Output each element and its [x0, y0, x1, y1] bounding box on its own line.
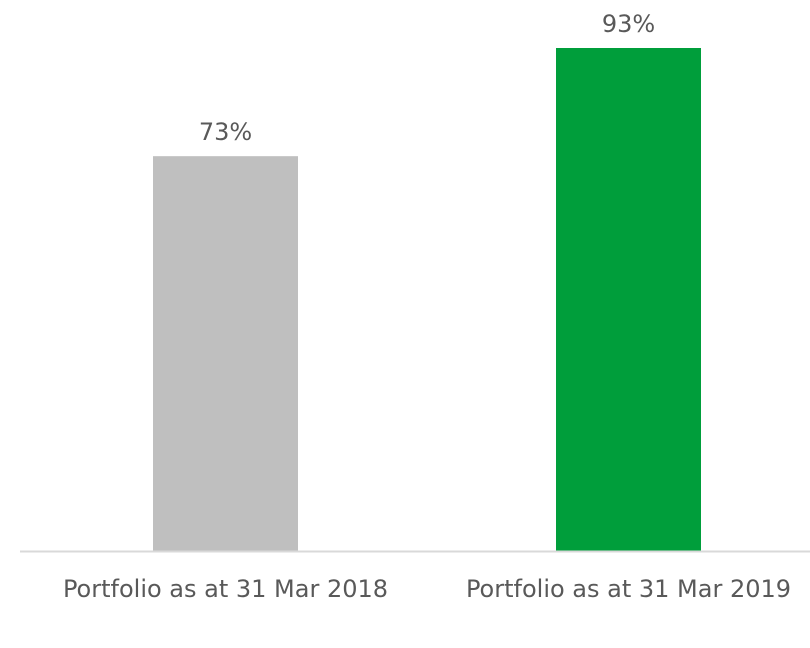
- bar: [153, 156, 298, 551]
- data-label: 73%: [199, 118, 252, 146]
- x-tick-label: Portfolio as at 31 Mar 2018: [62, 575, 389, 603]
- x-tick-label: Portfolio as at 31 Mar 2019: [465, 575, 792, 603]
- bar: [556, 48, 701, 551]
- data-label: 93%: [602, 10, 655, 38]
